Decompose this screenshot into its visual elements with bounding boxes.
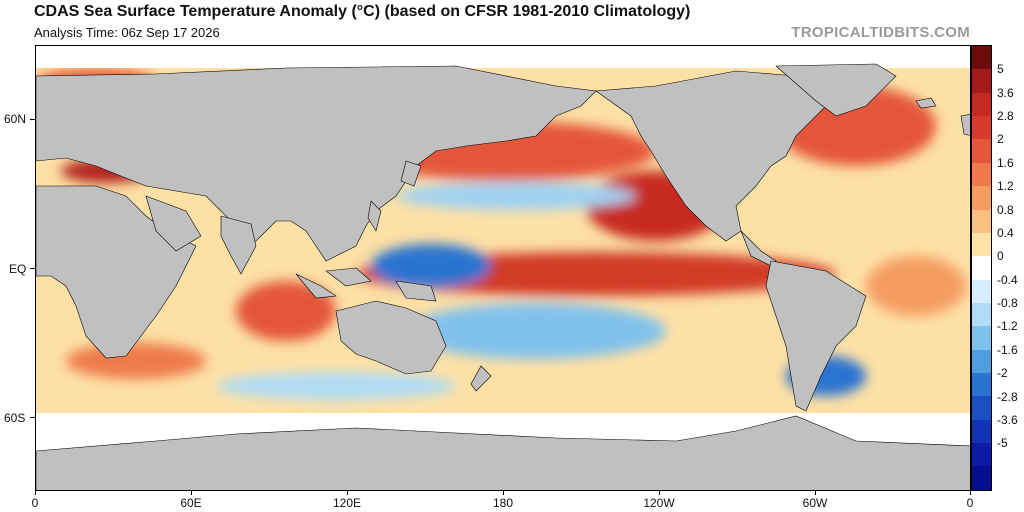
lon-tick-60e: [191, 491, 192, 495]
australia: [335, 300, 447, 375]
arabia: [145, 195, 202, 252]
antarctica: [36, 415, 970, 490]
borneo: [325, 267, 372, 287]
lon-label-120w: 120W: [643, 496, 675, 510]
arctic-ice: [36, 46, 970, 68]
colorbar-segment: [972, 69, 991, 93]
colorbar-segment: [972, 92, 991, 117]
lon-tick-120w: [659, 491, 660, 495]
iceland: [915, 97, 937, 109]
tropical-atlantic-warm: [866, 256, 966, 316]
watermark: TROPICALTIDBITS.COM: [791, 24, 970, 41]
colorbar-label: -3.6: [997, 412, 1018, 427]
lon-label-60w: 60W: [802, 496, 828, 510]
lon-tick-120e: [347, 491, 348, 495]
colorbar-label: 0: [997, 249, 1004, 264]
map-canvas: [36, 46, 970, 490]
maritime-cool: [371, 244, 491, 288]
japan: [400, 160, 422, 187]
south-pacific-cool: [406, 303, 666, 359]
analysis-time: Analysis Time: 06z Sep 17 2026: [34, 25, 220, 40]
colorbar-label: 3.6: [997, 85, 1014, 100]
lon-tick-60w: [815, 491, 816, 495]
colorbar-label: 1.6: [997, 155, 1014, 170]
colorbar-label: 0.8: [997, 202, 1014, 217]
sst-anomaly-map: [35, 45, 971, 491]
lat-tick-60s: [30, 417, 35, 418]
lat-label-60n: 60N: [4, 112, 27, 126]
colorbar-segment: [972, 373, 991, 397]
colorbar-segment: [972, 186, 991, 210]
colorbar-segment: [972, 139, 991, 163]
colorbar-segment: [972, 116, 991, 140]
colorbar-segment: [972, 46, 991, 70]
colorbar: [971, 45, 992, 491]
colorbar-label: -5: [997, 436, 1008, 451]
colorbar-label: 2.8: [997, 109, 1014, 124]
colorbar-label: 5: [997, 62, 1004, 77]
lat-tick-eq: [30, 268, 35, 269]
greenland: [775, 63, 897, 117]
north-pacific-cool: [396, 182, 636, 210]
lon-label-60e: 60E: [180, 496, 202, 510]
lon-tick-0-east: [970, 491, 971, 495]
lon-tick-0: [35, 491, 36, 495]
colorbar-segment: [972, 302, 991, 327]
lat-tick-60n: [30, 119, 35, 120]
new-guinea: [395, 280, 437, 302]
eurasia: [36, 65, 597, 262]
colorbar-label: 1.2: [997, 179, 1014, 194]
colorbar-label: -1.2: [997, 319, 1018, 334]
lat-label-eq: EQ: [9, 262, 27, 276]
british-isles: [960, 114, 970, 136]
sumatra: [295, 273, 337, 299]
colorbar-label: -1.6: [997, 342, 1018, 357]
colorbar-segment: [972, 209, 991, 233]
colorbar-segment: [972, 232, 991, 257]
colorbar-label: -0.4: [997, 272, 1018, 287]
anomaly-field: [36, 69, 966, 400]
lat-label-60s: 60S: [4, 411, 26, 425]
indian-ocean-warm: [236, 281, 336, 341]
lon-tick-180: [503, 491, 504, 495]
south-indian-warm: [66, 343, 206, 379]
colorbar-segment: [972, 326, 991, 350]
land: [36, 63, 970, 490]
colorbar-segment: [972, 419, 991, 444]
colorbar-segment: [972, 256, 991, 280]
map-title: CDAS Sea Surface Temperature Anomaly (°C…: [34, 3, 691, 20]
philippines: [367, 200, 382, 232]
colorbar-label: 0.4: [997, 225, 1014, 240]
lon-label-0: 0: [31, 496, 39, 510]
india: [220, 215, 257, 275]
colorbar-segment: [972, 396, 991, 420]
colorbar-segment: [972, 349, 991, 374]
colorbar-segment: [972, 162, 991, 187]
colorbar-segment: [972, 279, 991, 303]
lon-label-120e: 120E: [332, 496, 362, 510]
colorbar-label: 2: [997, 132, 1004, 147]
south-america: [765, 260, 867, 412]
lon-label-180: 180: [492, 496, 514, 510]
colorbar-segment: [972, 466, 991, 490]
colorbar-label: -0.8: [997, 296, 1018, 311]
new-zealand: [470, 365, 492, 392]
colorbar-label: -2: [997, 366, 1008, 381]
southern-ocean-mixed: [216, 372, 456, 400]
colorbar-segment: [972, 443, 991, 467]
colorbar-label: -2.8: [997, 389, 1018, 404]
lon-label-0-east: 0: [966, 496, 974, 510]
